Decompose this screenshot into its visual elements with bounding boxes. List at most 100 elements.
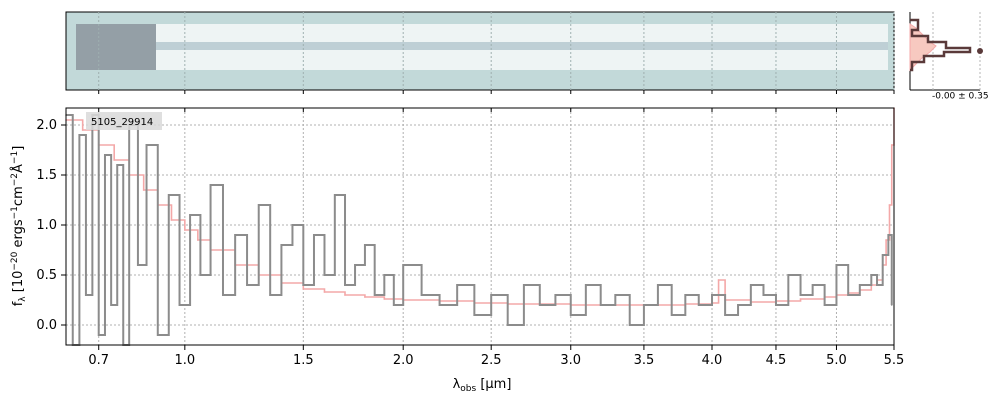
data-point bbox=[116, 164, 119, 166]
profile-data-line bbox=[910, 18, 972, 72]
data-point bbox=[847, 294, 849, 296]
data-point bbox=[711, 294, 713, 296]
data-point bbox=[97, 334, 100, 336]
data-point bbox=[750, 284, 752, 286]
data-point bbox=[189, 214, 191, 216]
data-point bbox=[383, 274, 386, 276]
x-tick-label: 2.0 bbox=[393, 353, 414, 368]
data-point bbox=[762, 294, 765, 296]
data-point bbox=[538, 304, 541, 306]
model-point bbox=[717, 279, 720, 281]
profile-panel: -0.00 ± 0.35 bbox=[909, 12, 989, 102]
data-point bbox=[811, 284, 814, 286]
object-label: 5105_29914 bbox=[91, 117, 153, 128]
data-point bbox=[354, 264, 356, 266]
data-point bbox=[614, 294, 617, 296]
data-point bbox=[323, 274, 326, 276]
x-tick-label: 4.5 bbox=[766, 353, 787, 368]
data-point bbox=[737, 304, 739, 306]
data-point bbox=[599, 304, 602, 306]
data-point bbox=[269, 294, 271, 296]
y-tick-label: 0.5 bbox=[36, 268, 57, 283]
model-point bbox=[197, 239, 199, 241]
data-point bbox=[222, 294, 224, 296]
model-point bbox=[383, 298, 386, 300]
data-point bbox=[334, 194, 336, 196]
model-point bbox=[799, 298, 802, 300]
y-tick-label: 2.0 bbox=[36, 118, 57, 133]
plot-area-background bbox=[66, 108, 894, 345]
y-tick-label: 1.0 bbox=[36, 218, 57, 233]
x-axis-label: λobs [μm] bbox=[453, 377, 512, 394]
data-point bbox=[167, 194, 170, 196]
model-point bbox=[344, 294, 346, 296]
model-point bbox=[142, 189, 145, 191]
data-point bbox=[313, 234, 315, 236]
data-series-line bbox=[66, 114, 893, 346]
spectrum-1d-plot: 0.7 1.0 1.5 2.0 2.5 3.0 3.5 4.0 4.5 5.0 5.5 0.0 0.5 1… bbox=[36, 107, 904, 368]
data-point bbox=[835, 264, 838, 266]
data-point bbox=[234, 234, 236, 236]
object-label-background bbox=[86, 112, 162, 130]
y-axis-label: fλ [10−20 ergs−1cm−2Å−1] bbox=[10, 146, 28, 307]
plot-area-frame bbox=[65, 107, 895, 346]
model-point bbox=[184, 229, 186, 231]
data-point bbox=[145, 144, 148, 146]
data-point bbox=[280, 244, 283, 246]
data-point bbox=[670, 314, 673, 316]
data-point bbox=[257, 204, 260, 206]
data-point bbox=[887, 234, 890, 236]
model-point bbox=[302, 288, 305, 290]
model-point bbox=[890, 144, 893, 146]
data-point bbox=[110, 304, 112, 306]
data-point bbox=[393, 304, 395, 306]
profile-data-point bbox=[977, 48, 983, 54]
y-tick-label: 1.5 bbox=[36, 168, 57, 183]
data-point bbox=[291, 224, 294, 226]
data-point bbox=[859, 284, 861, 286]
data-point bbox=[137, 264, 139, 266]
data-point bbox=[246, 284, 248, 286]
model-point bbox=[170, 219, 173, 221]
x-tick-label: 3.5 bbox=[634, 353, 655, 368]
data-point bbox=[420, 294, 423, 296]
data-point bbox=[697, 304, 700, 306]
data-point bbox=[178, 304, 181, 306]
data-point bbox=[523, 284, 525, 286]
data-point bbox=[724, 314, 726, 316]
spectrum-2d-noisy-blue-end bbox=[76, 24, 156, 70]
x-tick-label: 0.7 bbox=[88, 353, 109, 368]
data-point bbox=[787, 274, 790, 276]
data-point bbox=[569, 314, 572, 316]
data-point bbox=[684, 294, 687, 296]
model-point bbox=[885, 239, 887, 241]
x-tick-label: 5.5 bbox=[884, 353, 905, 368]
data-point bbox=[585, 284, 587, 286]
spectrum-2d-center-stripe bbox=[156, 42, 888, 50]
data-point bbox=[156, 334, 159, 336]
profile-side-label: -0.00 ± 0.35 bbox=[932, 92, 989, 102]
data-point bbox=[364, 244, 366, 246]
model-point bbox=[113, 159, 115, 161]
model-point bbox=[323, 291, 326, 293]
data-point bbox=[402, 264, 404, 266]
x-tick-label: 2.5 bbox=[481, 353, 502, 368]
data-point bbox=[823, 304, 826, 306]
data-point bbox=[85, 294, 87, 296]
data-point bbox=[890, 304, 893, 306]
data-point bbox=[628, 324, 631, 326]
data-point bbox=[643, 304, 645, 306]
data-point bbox=[657, 284, 659, 286]
x-tick-label: 1.0 bbox=[174, 353, 195, 368]
spectrum-2d-panel bbox=[65, 11, 895, 94]
data-point bbox=[438, 304, 441, 306]
x-tick-label: 5.0 bbox=[826, 353, 847, 368]
data-point bbox=[799, 294, 802, 296]
x-tick-label: 4.0 bbox=[702, 353, 723, 368]
data-point bbox=[490, 294, 492, 296]
model-point bbox=[81, 129, 84, 131]
data-point bbox=[344, 284, 346, 286]
x-tick-label: 1.5 bbox=[293, 353, 314, 368]
data-point bbox=[506, 324, 509, 326]
